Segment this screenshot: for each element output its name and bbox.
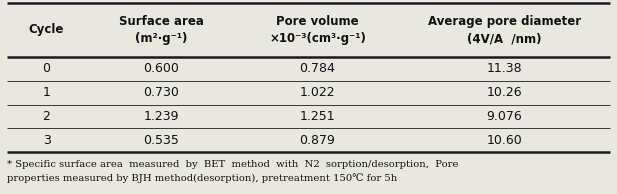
Text: Pore volume
×10⁻³(cm³·g⁻¹): Pore volume ×10⁻³(cm³·g⁻¹) <box>269 15 366 45</box>
Text: Average pore diameter
(4V/A  /nm): Average pore diameter (4V/A /nm) <box>428 15 581 45</box>
Text: Surface area
(m²·g⁻¹): Surface area (m²·g⁻¹) <box>118 15 204 45</box>
Text: 0: 0 <box>43 62 51 75</box>
Text: 10.60: 10.60 <box>486 134 522 147</box>
Text: 0.879: 0.879 <box>300 134 336 147</box>
Text: 1.022: 1.022 <box>300 86 336 99</box>
Text: 0.784: 0.784 <box>300 62 336 75</box>
Text: Cycle: Cycle <box>29 23 64 36</box>
Text: properties measured by BJH method(desorption), pretreatment 150℃ for 5h: properties measured by BJH method(desorp… <box>7 173 397 183</box>
Text: 9.076: 9.076 <box>486 110 522 123</box>
Text: 1: 1 <box>43 86 51 99</box>
Text: 0.600: 0.600 <box>143 62 179 75</box>
Text: 0.535: 0.535 <box>143 134 179 147</box>
Text: 10.26: 10.26 <box>486 86 522 99</box>
Text: 1.251: 1.251 <box>300 110 336 123</box>
Text: 1.239: 1.239 <box>143 110 179 123</box>
Text: 11.38: 11.38 <box>486 62 522 75</box>
Text: * Specific surface area  measured  by  BET  method  with  N2  sorption/desorptio: * Specific surface area measured by BET … <box>7 160 459 169</box>
Text: 2: 2 <box>43 110 51 123</box>
Text: 0.730: 0.730 <box>143 86 179 99</box>
Text: 3: 3 <box>43 134 51 147</box>
